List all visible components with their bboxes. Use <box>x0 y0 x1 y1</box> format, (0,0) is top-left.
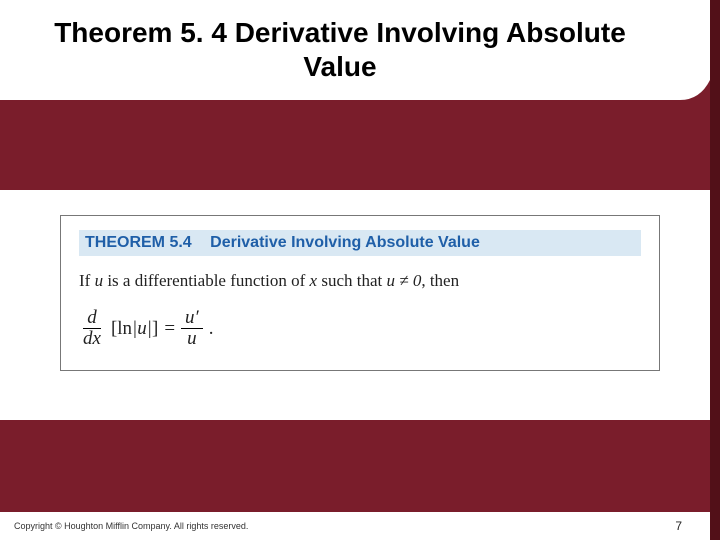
premise-text: , then <box>421 271 459 290</box>
theorem-premise: If u is a differentiable function of x s… <box>79 268 641 294</box>
bracket-open: [ln <box>111 318 132 339</box>
frac-den: dx <box>79 329 105 350</box>
theorem-name: Derivative Involving Absolute Value <box>210 234 480 251</box>
period: . <box>209 315 214 344</box>
var-x: x <box>310 271 318 290</box>
theorem-header: THEOREM 5.4 Derivative Involving Absolut… <box>79 230 641 256</box>
slide-title: Theorem 5. 4 Derivative Involving Absolu… <box>30 16 650 83</box>
frac-num: u′ <box>181 308 203 330</box>
frac-den: u <box>183 329 201 350</box>
footer: Copyright © Houghton Mifflin Company. Al… <box>0 512 710 540</box>
premise-text: is a differentiable function of <box>103 271 309 290</box>
premise-text: such that <box>317 271 386 290</box>
theorem-body: If u is a differentiable function of x s… <box>79 268 641 350</box>
u-prime-over-u: u′ u <box>181 308 203 351</box>
page-number: 7 <box>675 519 682 533</box>
frac-num: d <box>83 308 101 330</box>
theorem-box: THEOREM 5.4 Derivative Involving Absolut… <box>60 215 660 371</box>
theorem-formula: d dx [ln|u|] = u′ u . <box>79 308 641 351</box>
premise-cond: u ≠ 0 <box>386 271 421 290</box>
title-corner-curve <box>680 0 710 110</box>
title-area: Theorem 5. 4 Derivative Involving Absolu… <box>0 0 680 100</box>
premise-text: If <box>79 271 95 290</box>
theorem-label: THEOREM 5.4 <box>85 234 192 251</box>
ln-abs: [ln|u|] <box>111 315 158 344</box>
abs-u: |u| <box>132 318 152 339</box>
slide: Theorem 5. 4 Derivative Involving Absolu… <box>0 0 720 540</box>
var-u: u <box>95 271 104 290</box>
equals: = <box>164 315 175 344</box>
copyright-text: Copyright © Houghton Mifflin Company. Al… <box>14 521 248 531</box>
bracket-close: ] <box>152 318 158 339</box>
content-area: THEOREM 5.4 Derivative Involving Absolut… <box>0 190 710 420</box>
d-dx: d dx <box>79 308 105 351</box>
